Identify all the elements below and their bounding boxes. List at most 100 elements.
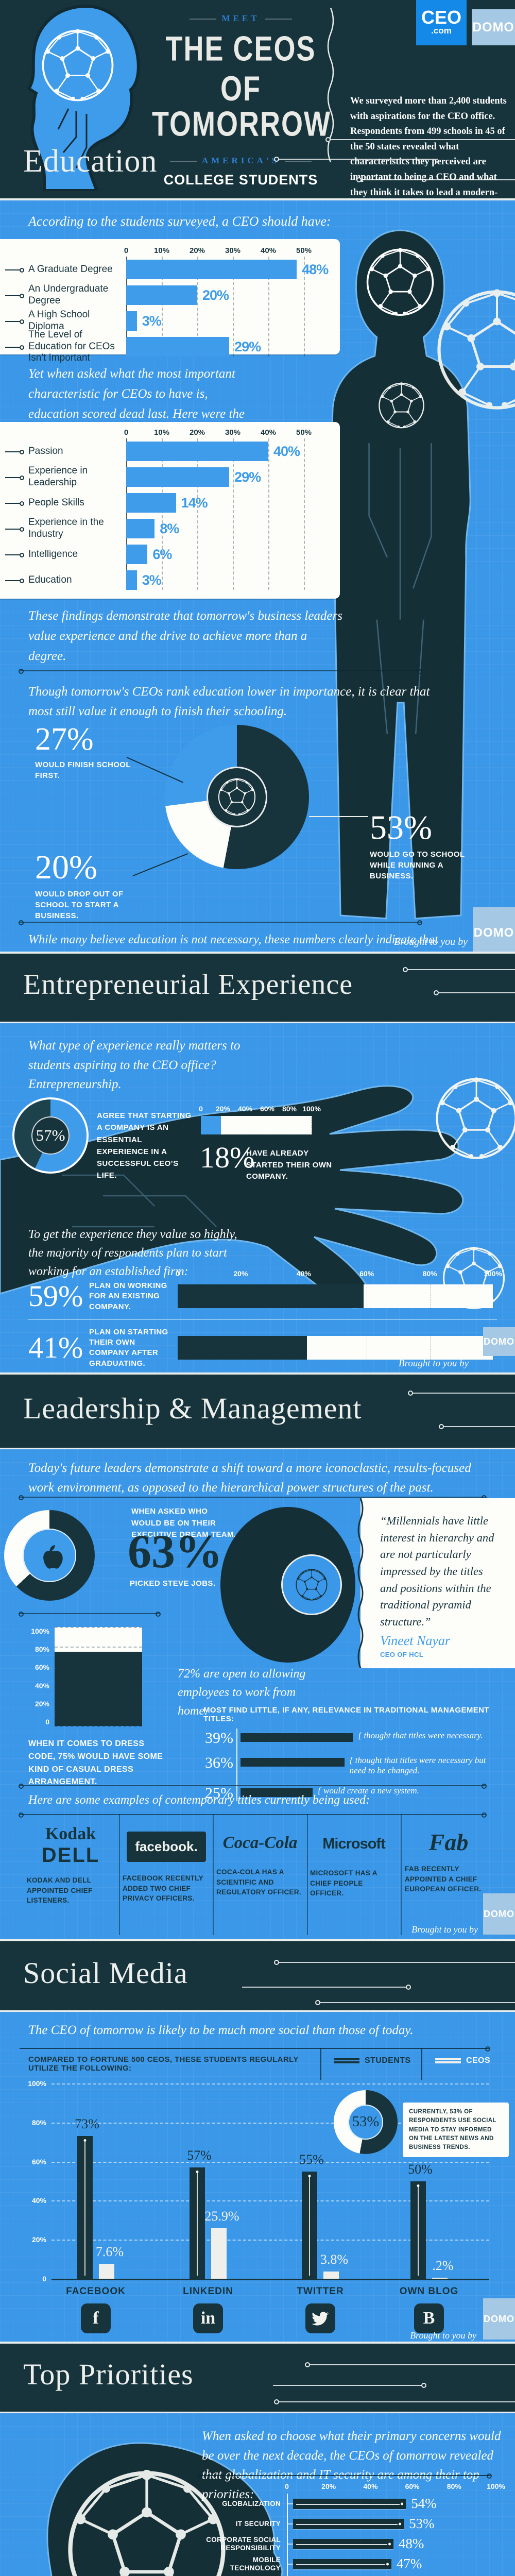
donut-value: 57% [36,1126,65,1144]
category-label: LINKEDIN [183,2286,233,2297]
plans-lead: To get the experience they value so high… [28,1228,237,1278]
plot-area: 100% 80% 60% 40% 20% 0 73% 7.6% FACEBOOK f 57% 25… [28,2079,489,2333]
social-callout: CURRENTLY, 53% OF RESPONDENTS USE SOCIAL… [403,2103,509,2158]
bar [241,1788,313,1797]
row-note: would create a new system. [318,1786,419,1796]
started-caption: HAVE ALREADY STARTED THEIR OWN COMPANY. [246,1149,332,1181]
bar [293,2518,404,2529]
donut-value: 53% [352,2114,380,2130]
bar-row: SOCIAL MEDIA 44% [201,2574,496,2576]
dream-pct: 63% [128,1525,222,1578]
section-title: Social Media [23,1956,188,1990]
titles-header: MOST FIND LITTLE, IF ANY, RELEVANCE IN T… [203,1706,489,1723]
pie [165,725,309,869]
twitter-icon[interactable] [305,2303,335,2333]
bar-value: 6% [152,546,172,562]
row-label: IT SECURITY [235,2519,281,2528]
donut: 57% [14,1099,87,1172]
bar-track [178,1336,493,1360]
ceos-value: 3.8% [320,2251,349,2267]
ceos-value: 25.9% [204,2208,239,2224]
students-value: 50% [408,2161,433,2177]
head-logo-icon [26,4,140,191]
bar-row: Experience in Leadership 29% [0,464,340,490]
row-label: CORPORATE SOCIAL RESPONSIBILITY [206,2535,281,2552]
brought-to-you-by: Brought to you by [399,1358,469,1369]
section-title: Top Priorities [23,2358,194,2391]
ceos-swatch-icon [435,2057,461,2064]
category-label: OWN BLOG [399,2286,459,2297]
wireframe-sphere-icon [295,1568,329,1602]
education-lead: According to the students surveyed, a CE… [28,214,331,229]
row-caption: PLAN ON STARTING THEIR OWN COMPANY AFTER… [89,1327,168,1368]
bar [201,1116,221,1134]
row-pct: 39% [205,1730,233,1747]
domo-badge[interactable]: DOMO [483,2298,515,2340]
bar-row: A Graduate Degree 48% [0,257,340,282]
eye-graphic [220,1507,355,1663]
kicker: MEET [152,13,330,24]
bar-value: 3% [142,313,162,329]
agree-donut: 57% [14,1099,87,1172]
y-tick: 60% [31,2157,46,2166]
row-pct: 36% [205,1754,233,1771]
bar [126,493,176,513]
bar-value: 20% [202,287,229,303]
wireframe-sphere-icon [433,285,515,414]
students-value: 73% [75,2116,99,2132]
leadership-lead: Today's future leaders demonstrate a shi… [28,1461,471,1495]
students-bar [77,2136,93,2279]
bar-row: IT SECURITY 53% [201,2514,496,2534]
blog-icon[interactable]: B [414,2303,444,2333]
bar [178,1336,307,1360]
bar-value: 14% [181,495,208,511]
entrepreneurial-band: Entrepreneurial Experience [0,952,515,1022]
title-block: MEET THE CEOS OF TOMORROW AMERICA'S COLL… [152,13,330,188]
bar [126,311,137,331]
education-though: Though tomorrow's CEOs rank education lo… [28,685,430,718]
bar [55,1652,142,1726]
bar [126,442,268,461]
donut [4,1510,95,1601]
y-tick: 80% [31,2118,46,2127]
quote-text: “Millennials have little interest in hie… [380,1514,494,1628]
brought-to-you-by: Brought to you by [393,936,468,947]
domo-badge[interactable]: DOMO [473,907,515,959]
linkedin-icon[interactable]: in [193,2303,223,2333]
social-section: The CEO of tomorrow is likely to be much… [0,2010,515,2342]
domo-badge[interactable]: DOMO [483,1327,515,1356]
row-note: thought that titles were necessary but n… [350,1755,494,1776]
bar-value: 53% [409,2516,435,2531]
bar [241,1758,345,1767]
x-axis-ticks: 0 20% 40% 60% 80% 100% [199,1105,321,1113]
top-priorities-chart: 0 20% 40% 60% 80% 100% GLOBALIZATION 54% IT S… [201,2482,505,2576]
bar-value: 54% [411,2496,437,2511]
pie-label-27: 27% WOULD FINISH SCHOOL FIRST. [35,722,131,780]
mgmt-titles-chart: MOST FIND LITTLE, IF ANY, RELEVANCE IN T… [203,1706,494,1810]
company-facebook: facebook. FACEBOOK RECENTLY ADDED TWO CH… [123,1824,210,1904]
domo-logo[interactable]: DOMO [472,9,515,45]
bar-row: An Undergraduate Degree 20% [0,282,340,308]
wavy-divider [327,8,334,162]
bar-track [178,1284,493,1309]
y-tick: 20% [31,2235,46,2244]
ceo-com-logo[interactable]: CEO .com [416,0,467,45]
bar-value: 48% [398,2536,424,2551]
students-value: 55% [299,2151,324,2167]
bar-row: GLOBALIZATION 54% [201,2494,496,2514]
row-caption: PLAN ON WORKING FOR AN EXISTING COMPANY. [89,1281,167,1311]
coca-cola-logo: Coca-Cola [222,1834,298,1852]
ceos-value: 7.6% [95,2244,124,2260]
bar [126,337,230,357]
bar-row: Passion 40% [0,438,340,464]
facebook-icon[interactable]: f [81,2303,111,2333]
bar-value: 3% [142,572,162,588]
education-characteristics-chart: 0 10% 20% 30% 40% 50% Passion 40% Experience … [0,422,340,599]
bar [126,285,197,305]
dream-caption-2: PICKED STEVE JOBS. [130,1579,216,1588]
domo-badge[interactable]: DOMO [483,1893,515,1935]
row-pct: 59% [28,1279,83,1313]
bar-row: Education 3% [0,567,340,593]
leadership-band: Leadership & Management [0,1372,515,1448]
priorities-section: When asked to choose what their primary … [0,2412,515,2576]
